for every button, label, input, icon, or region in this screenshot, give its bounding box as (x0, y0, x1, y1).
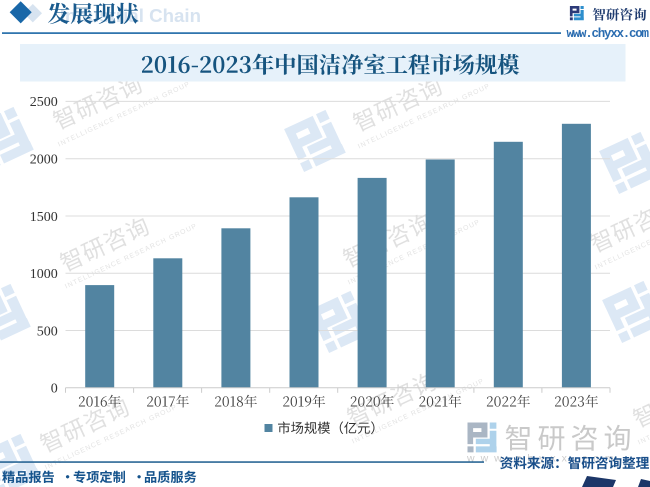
svg-text:0: 0 (51, 382, 58, 397)
svg-text:500: 500 (37, 324, 58, 339)
svg-text:1000: 1000 (30, 267, 58, 282)
svg-text:2000: 2000 (30, 153, 58, 168)
svg-text:2500: 2500 (30, 95, 58, 110)
svg-text:www.chyxx.com: www.chyxx.com (567, 27, 650, 41)
svg-text:1500: 1500 (30, 210, 58, 225)
